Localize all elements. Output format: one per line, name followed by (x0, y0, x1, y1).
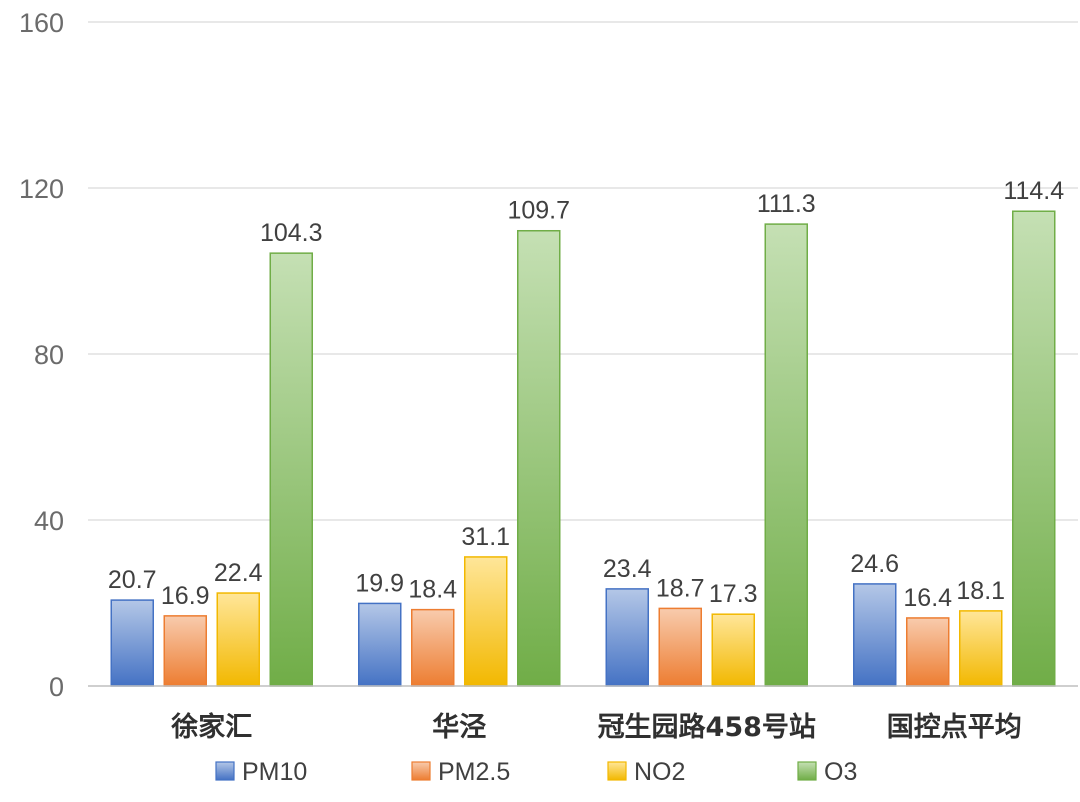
legend: PM10 PM2.5 NO2 O3 (215, 758, 857, 786)
category-label-2: 华泾 (432, 711, 486, 743)
legend-label-pm10: PM10 (242, 758, 307, 786)
data-label-o3-3: 111.3 (757, 190, 816, 218)
bar-o3-3 (764, 223, 808, 687)
y-tick-label-40: 40 (34, 506, 64, 536)
bar-pm10-2 (358, 602, 402, 687)
bar-pm25-3 (658, 607, 702, 687)
bar-o3-2 (517, 229, 561, 687)
legend-swatch-o3 (797, 761, 817, 781)
bar-pm10-4 (853, 583, 897, 687)
x-axis: 徐家汇 华泾 冠生园路458号站 国控点平均 (88, 685, 1078, 743)
bar-no2-1 (216, 592, 260, 687)
data-label-o3-2: 109.7 (507, 197, 570, 225)
data-label-pm25-4: 16.4 (903, 584, 952, 612)
bar-pm10-3 (605, 588, 649, 687)
data-label-pm10-4: 24.6 (850, 550, 899, 578)
bar-o3-4 (1012, 210, 1056, 687)
legend-item-o3: O3 (797, 758, 857, 786)
bar-pm25-1 (163, 615, 207, 687)
bar-no2-3 (711, 613, 755, 687)
data-label-pm25-1: 16.9 (161, 582, 210, 610)
bar-o3-1 (269, 252, 313, 687)
bars (110, 210, 1056, 687)
category-label-3: 冠生园路458号站 (598, 711, 816, 743)
data-label-no2-3: 17.3 (709, 580, 758, 608)
data-label-o3-4: 114.4 (1003, 177, 1064, 205)
bar-pm10-1 (110, 599, 154, 687)
category-label-4: 国控点平均 (887, 712, 1022, 743)
y-tick-label-80: 80 (34, 340, 64, 370)
y-tick-label-120: 120 (19, 174, 64, 204)
gridlines (88, 21, 1078, 521)
legend-swatch-pm10 (215, 761, 235, 781)
legend-item-pm25: PM2.5 (411, 758, 510, 786)
data-label-pm10-2: 19.9 (355, 569, 404, 597)
category-label-1: 徐家汇 (170, 711, 252, 743)
legend-label-no2: NO2 (634, 758, 685, 786)
legend-item-no2: NO2 (607, 758, 685, 786)
y-tick-label-0: 0 (49, 672, 64, 702)
y-axis-ticks: 0 40 80 120 160 (19, 8, 64, 702)
data-label-no2-1: 22.4 (214, 559, 263, 587)
legend-swatch-pm25 (411, 761, 431, 781)
bar-no2-2 (464, 556, 508, 687)
data-label-o3-1: 104.3 (260, 219, 323, 247)
legend-label-pm25: PM2.5 (438, 758, 510, 786)
bar-no2-4 (959, 610, 1003, 687)
bar-pm25-4 (906, 617, 950, 687)
data-label-no2-4: 18.1 (956, 577, 1005, 605)
legend-label-o3: O3 (824, 758, 857, 786)
data-label-pm10-3: 23.4 (603, 555, 652, 583)
y-tick-label-160: 160 (19, 8, 64, 38)
data-label-pm25-2: 18.4 (408, 576, 457, 604)
data-label-pm10-1: 20.7 (108, 566, 157, 594)
legend-swatch-no2 (607, 761, 627, 781)
bar-pm25-2 (411, 608, 455, 687)
data-label-no2-2: 31.1 (461, 523, 510, 551)
legend-item-pm10: PM10 (215, 758, 307, 786)
data-label-pm25-3: 18.7 (656, 574, 705, 602)
